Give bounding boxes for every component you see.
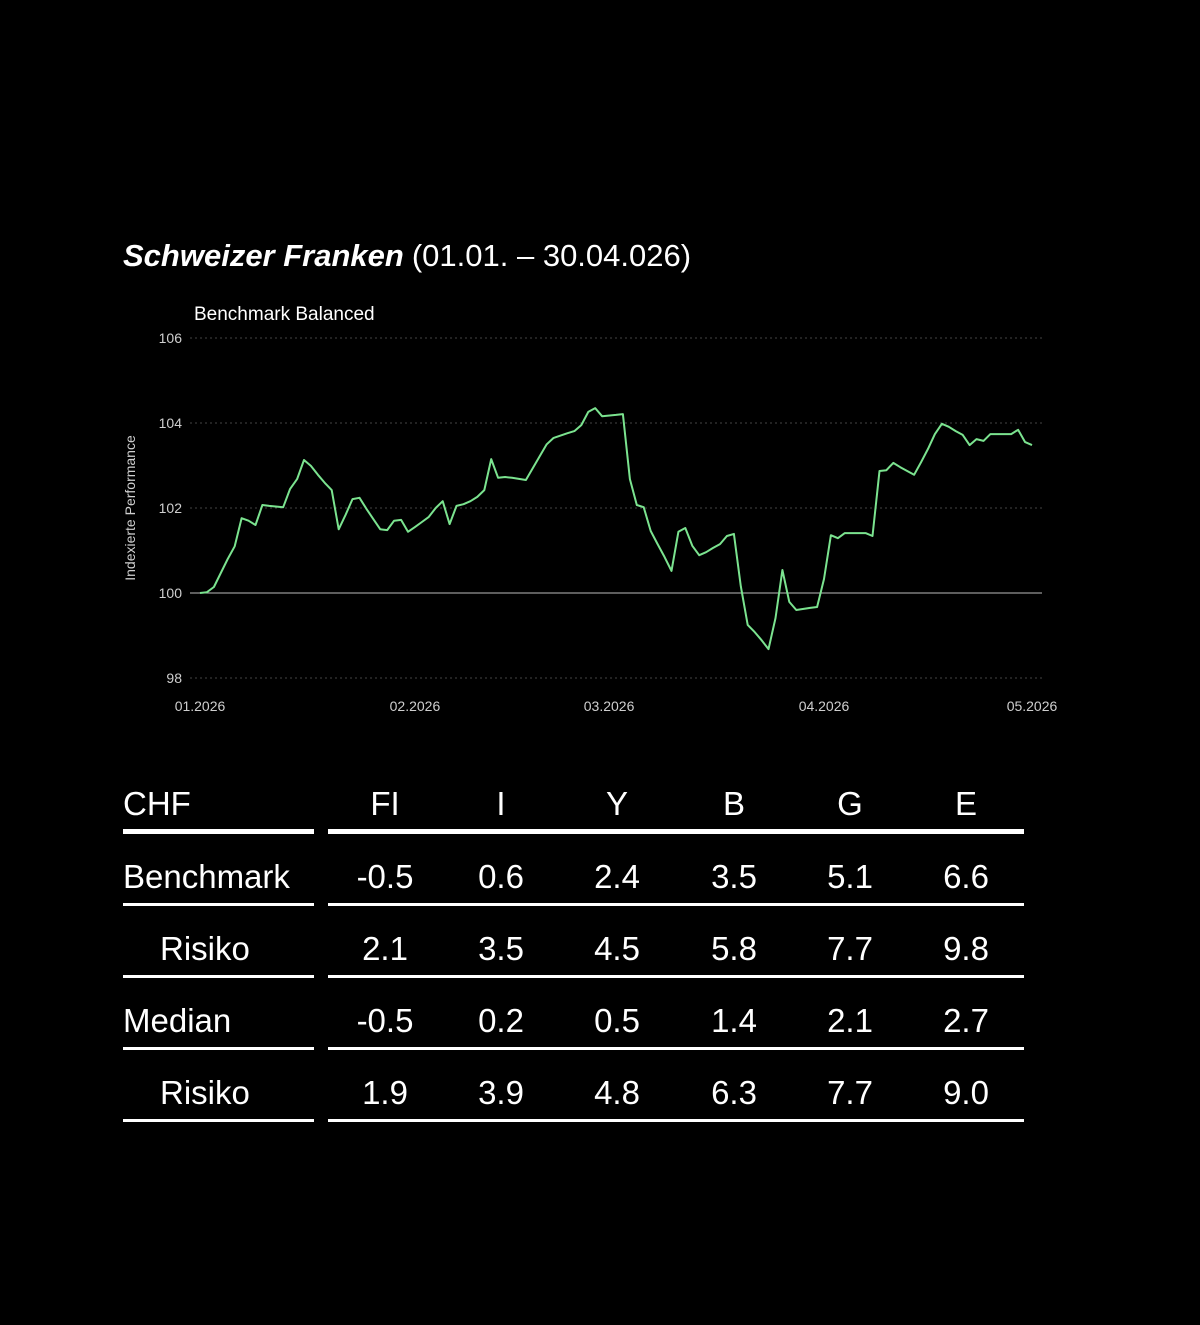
row-rule	[123, 903, 314, 906]
cell-value: 5.8	[711, 930, 757, 967]
column-header: I	[496, 785, 505, 822]
row-rule	[328, 1047, 1024, 1050]
title: Schweizer Franken (01.01. – 30.04.026)	[123, 238, 691, 273]
cell-value: 1.4	[711, 1002, 757, 1039]
cell-value: 0.6	[478, 858, 524, 895]
row-label: Risiko	[160, 1074, 250, 1111]
cell-value: 3.5	[711, 858, 757, 895]
header-rule	[328, 829, 1024, 834]
x-tick-label: 02.2026	[390, 698, 441, 714]
row-label: Risiko	[160, 930, 250, 967]
cell-value: 2.4	[594, 858, 640, 895]
cell-value: 9.0	[943, 1074, 989, 1111]
column-header: E	[955, 785, 977, 822]
row-rule	[328, 975, 1024, 978]
x-tick-label: 04.2026	[799, 698, 850, 714]
x-tick-label: 05.2026	[1007, 698, 1058, 714]
series-line	[199, 407, 1033, 651]
y-tick-label: 104	[159, 415, 183, 431]
cell-value: 6.6	[943, 858, 989, 895]
cell-value: 6.3	[711, 1074, 757, 1111]
column-header: G	[837, 785, 863, 822]
cell-value: 2.7	[943, 1002, 989, 1039]
cell-value: 2.1	[827, 1002, 873, 1039]
column-header: B	[723, 785, 745, 822]
cell-value: -0.5	[357, 1002, 414, 1039]
title-main: Schweizer Franken	[123, 238, 404, 273]
row-rule	[123, 1047, 314, 1050]
row-rule	[123, 975, 314, 978]
cell-value: 5.1	[827, 858, 873, 895]
column-header: FI	[370, 785, 399, 822]
x-tick-label: 03.2026	[584, 698, 635, 714]
cell-value: 4.8	[594, 1074, 640, 1111]
header-rule	[123, 829, 314, 834]
title-period: (01.01. – 30.04.026)	[412, 238, 691, 273]
y-tick-label: 106	[159, 330, 183, 346]
y-tick-label: 102	[159, 500, 183, 516]
cell-value: 1.9	[362, 1074, 408, 1111]
row-rule	[328, 903, 1024, 906]
cell-value: 9.8	[943, 930, 989, 967]
cell-value: 3.9	[478, 1074, 524, 1111]
series-label: Benchmark Balanced	[194, 304, 375, 325]
y-tick-label: 98	[166, 670, 182, 686]
cell-value: 3.5	[478, 930, 524, 967]
cell-value: 0.5	[594, 1002, 640, 1039]
row-label: Median	[123, 1002, 231, 1039]
y-axis-label: Indexierte Performance	[122, 435, 138, 581]
y-tick-label: 100	[159, 585, 183, 601]
row-label: Benchmark	[123, 858, 290, 895]
cell-value: 0.2	[478, 1002, 524, 1039]
cell-value: 7.7	[827, 930, 873, 967]
x-tick-label: 01.2026	[175, 698, 226, 714]
row-rule	[123, 1119, 314, 1122]
cell-value: 7.7	[827, 1074, 873, 1111]
cell-value: -0.5	[357, 858, 414, 895]
cell-value: 4.5	[594, 930, 640, 967]
cell-value: 2.1	[362, 930, 408, 967]
row-rule	[328, 1119, 1024, 1122]
table-header: CHF	[123, 785, 191, 822]
column-header: Y	[606, 785, 628, 822]
